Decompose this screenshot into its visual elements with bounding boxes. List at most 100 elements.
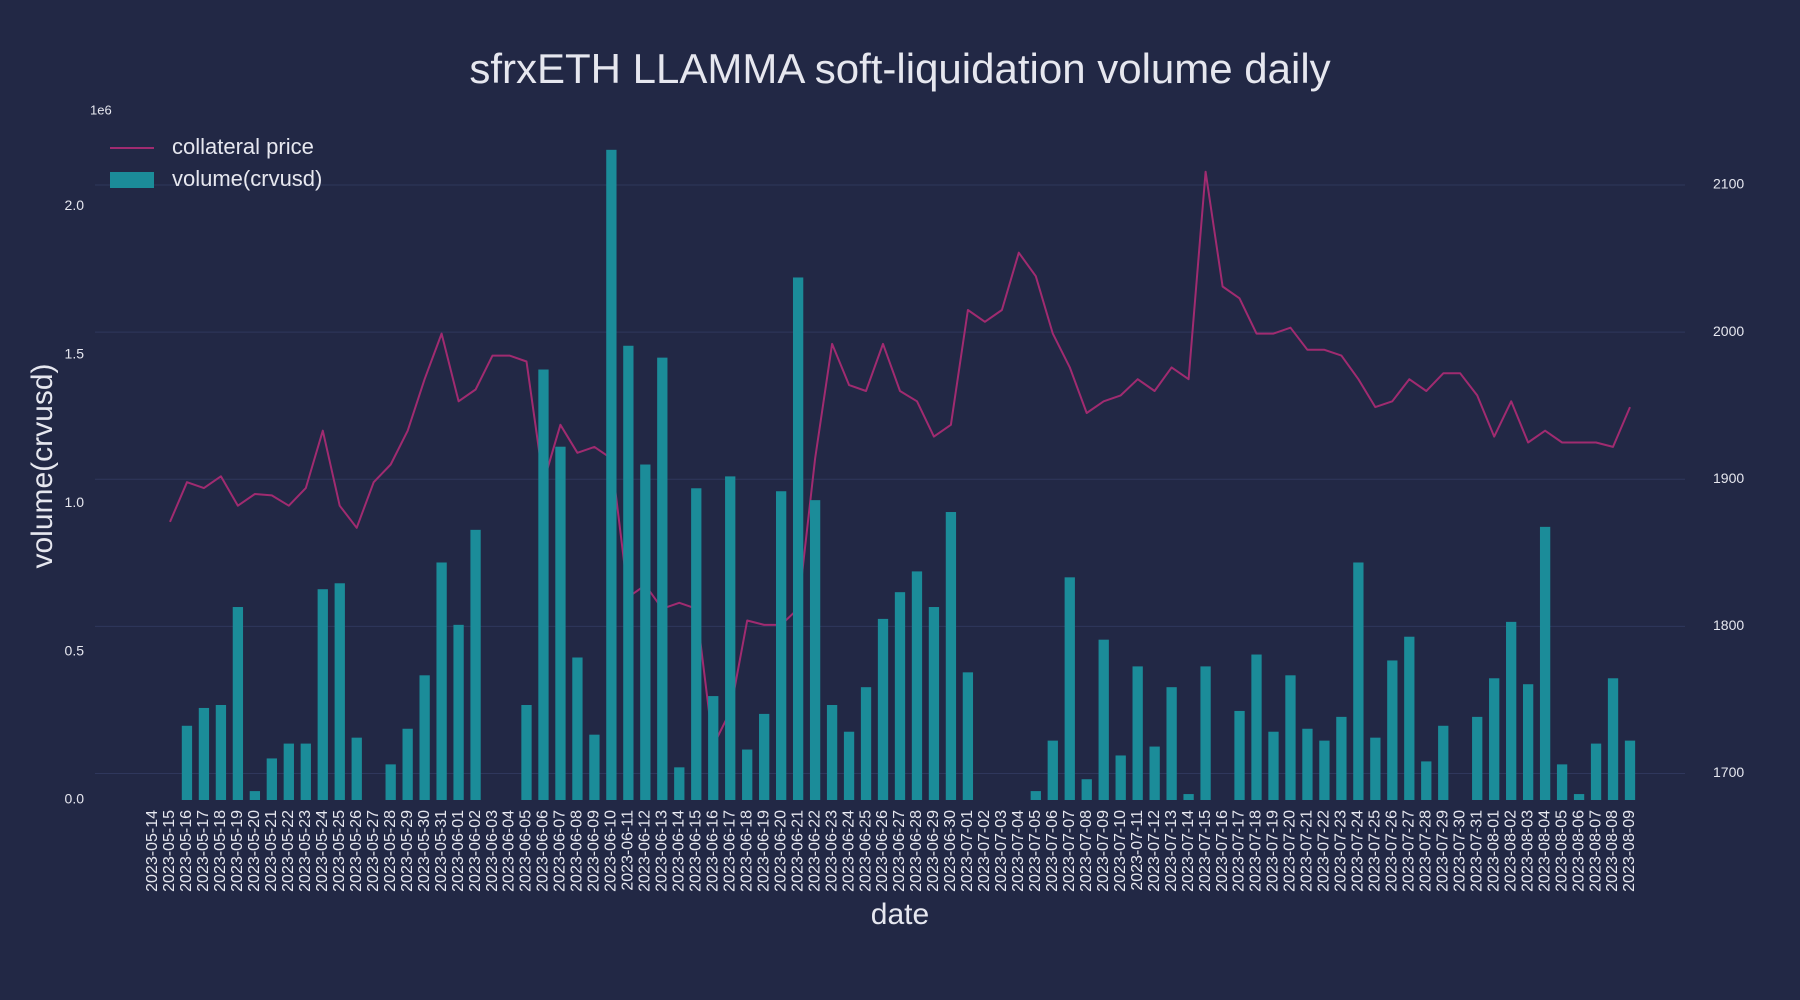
- x-tick-label: 2023-06-22: [806, 810, 823, 892]
- x-tick-label: 2023-06-02: [467, 810, 484, 892]
- x-tick-label: 2023-08-09: [1621, 810, 1638, 892]
- bar: [911, 571, 923, 800]
- x-tick-label: 2023-06-01: [450, 810, 467, 892]
- bar: [759, 713, 770, 800]
- x-tick-label: 2023-07-09: [1095, 810, 1112, 892]
- bar: [826, 704, 838, 800]
- bar: [1064, 577, 1075, 800]
- bar: [1081, 779, 1092, 800]
- x-tick-label: 2023-05-16: [178, 810, 195, 892]
- price-line: [169, 170, 1631, 747]
- y-tick-label: 1.0: [65, 494, 85, 510]
- bar: [419, 675, 430, 800]
- bar: [215, 704, 227, 800]
- x-tick-label: 2023-05-30: [416, 810, 433, 892]
- x-tick-label: 2023-06-07: [552, 810, 569, 892]
- bar: [1472, 716, 1483, 800]
- x-tick-label: 2023-05-22: [280, 810, 297, 892]
- x-tick-label: 2023-07-10: [1112, 810, 1129, 892]
- bar: [606, 149, 617, 800]
- bar: [1539, 526, 1551, 800]
- bar: [1506, 621, 1517, 800]
- bar: [860, 687, 872, 800]
- x-tick-label: 2023-07-13: [1163, 810, 1180, 892]
- y-tick-label: 0.0: [65, 791, 85, 807]
- x-tick-label: 2023-07-08: [1078, 810, 1095, 892]
- x-tick-label: 2023-07-14: [1180, 810, 1197, 892]
- x-tick-label: 2023-06-23: [823, 810, 840, 892]
- x-tick-label: 2023-07-28: [1417, 810, 1434, 892]
- y2-tick-label: 1700: [1713, 764, 1744, 780]
- x-tick-label: 2023-07-30: [1451, 810, 1468, 892]
- x-tick-label: 2023-06-19: [755, 810, 772, 892]
- x-tick-label: 2023-07-05: [1027, 810, 1044, 892]
- y2-tick-label: 2000: [1713, 323, 1744, 339]
- x-tick-label: 2023-07-25: [1367, 810, 1384, 892]
- x-tick-label: 2023-06-27: [891, 810, 908, 892]
- bar: [1421, 761, 1432, 800]
- bar: [674, 767, 685, 800]
- x-tick-label: 2023-05-23: [297, 810, 314, 892]
- x-tick-label: 2023-08-06: [1570, 810, 1587, 892]
- chart-title: sfrxETH LLAMMA soft-liquidation volume d…: [469, 45, 1330, 92]
- x-tick-label: 2023-06-16: [704, 810, 721, 892]
- y-tick-label: 2.0: [65, 197, 85, 213]
- bar: [809, 500, 821, 800]
- y2-tick-label: 1800: [1713, 617, 1744, 633]
- x-tick-label: 2023-07-29: [1434, 810, 1451, 892]
- x-tick-label: 2023-06-30: [942, 810, 959, 892]
- x-tick-label: 2023-07-16: [1214, 810, 1231, 892]
- x-tick-label: 2023-06-05: [518, 810, 535, 892]
- bar: [232, 607, 244, 800]
- bar: [1438, 725, 1449, 800]
- x-tick-label: 2023-07-21: [1299, 810, 1316, 892]
- bar: [1573, 794, 1585, 800]
- bar: [453, 624, 464, 800]
- bar: [775, 491, 787, 800]
- x-tick-label: 2023-07-01: [959, 810, 976, 892]
- bar: [1302, 728, 1313, 800]
- x-tick-label: 2023-07-03: [993, 810, 1010, 892]
- y2-tick-label: 1900: [1713, 470, 1744, 486]
- x-tick-label: 2023-08-05: [1553, 810, 1570, 892]
- bar: [1251, 654, 1262, 800]
- bar: [1268, 731, 1279, 800]
- bar: [402, 728, 413, 800]
- bar: [962, 672, 974, 800]
- x-tick-label: 2023-08-02: [1502, 810, 1519, 892]
- x-tick-label: 2023-05-25: [331, 810, 348, 892]
- x-tick-label: 2023-07-24: [1350, 810, 1367, 892]
- x-tick-label: 2023-05-17: [195, 810, 212, 892]
- x-tick-label: 2023-05-27: [365, 810, 382, 892]
- x-tick-label: 2023-06-18: [738, 810, 755, 892]
- x-tick-label: 2023-08-08: [1604, 810, 1621, 892]
- x-tick-label: 2023-06-03: [484, 810, 501, 892]
- x-tick-label: 2023-06-15: [687, 810, 704, 892]
- x-tick-label: 2023-06-26: [874, 810, 891, 892]
- x-tick-label: 2023-07-15: [1197, 810, 1214, 892]
- bar: [266, 758, 277, 800]
- bar: [300, 743, 311, 800]
- x-tick-label: 2023-07-27: [1401, 810, 1418, 892]
- x-tick-label: 2023-08-04: [1536, 810, 1553, 892]
- bar: [1149, 746, 1160, 800]
- bar: [572, 657, 583, 800]
- bar: [521, 704, 532, 800]
- bar: [538, 369, 549, 800]
- y-axis-label: volume(crvusd): [26, 363, 59, 568]
- x-tick-label: 2023-07-07: [1061, 810, 1078, 892]
- x-tick-label: 2023-06-08: [569, 810, 586, 892]
- bar: [1387, 660, 1398, 800]
- bar: [470, 529, 481, 800]
- x-tick-label: 2023-07-26: [1384, 810, 1401, 892]
- x-axis-label: date: [871, 898, 929, 931]
- x-tick-label: 2023-06-11: [620, 810, 637, 891]
- x-tick-label: 2023-06-24: [840, 810, 857, 892]
- x-tick-label: 2023-07-02: [976, 810, 993, 892]
- x-tick-label: 2023-05-31: [433, 810, 450, 892]
- x-tick-label: 2023-06-04: [501, 810, 518, 892]
- bar: [742, 749, 753, 800]
- bar: [792, 277, 804, 800]
- x-tick-label: 2023-06-17: [721, 810, 738, 892]
- x-tick-label: 2023-06-28: [908, 810, 925, 892]
